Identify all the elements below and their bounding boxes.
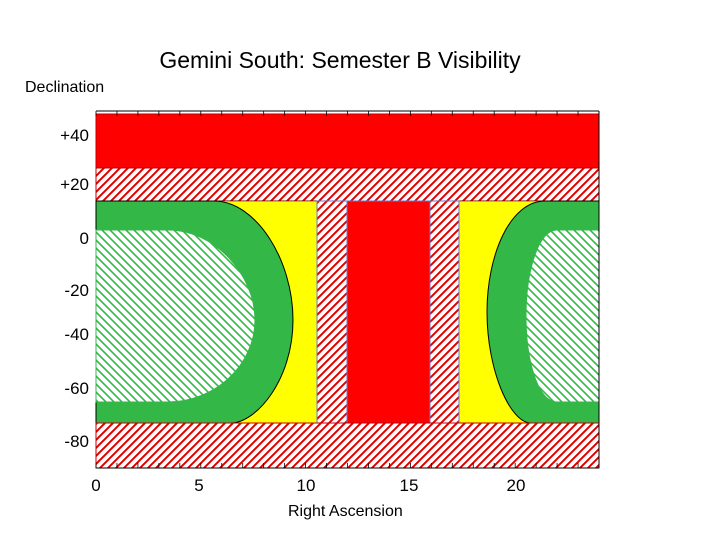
north-hatched-band — [95, 167, 600, 202]
y-tick-label: -80 — [64, 432, 89, 451]
y-tick-label: +20 — [60, 175, 89, 194]
green-hatched-core-right — [525, 229, 600, 403]
x-tick-label: 10 — [296, 476, 316, 495]
x-tick-label: 15 — [399, 476, 419, 495]
y-tick-label: +40 — [60, 126, 89, 145]
x-tick-label: 20 — [506, 476, 526, 495]
south-hatched-band — [95, 422, 600, 469]
y-tick-label: -20 — [64, 281, 89, 300]
axis-tick-marks — [95, 111, 600, 468]
north-red-band — [95, 113, 600, 169]
x-tick-label: 0 — [91, 476, 101, 495]
y-axis-label: Declination — [25, 79, 105, 96]
chart-title: Gemini South: Semester B Visibility — [159, 47, 521, 73]
central-red-strip — [346, 200, 431, 425]
green-hatched-core-left — [95, 229, 256, 403]
x-axis-label: Right Ascension — [288, 503, 403, 520]
y-tick-label: -40 — [64, 325, 89, 344]
y-tick-label: 0 — [79, 229, 89, 248]
x-tick-label: 5 — [194, 476, 204, 495]
y-tick-label: -60 — [64, 379, 89, 398]
